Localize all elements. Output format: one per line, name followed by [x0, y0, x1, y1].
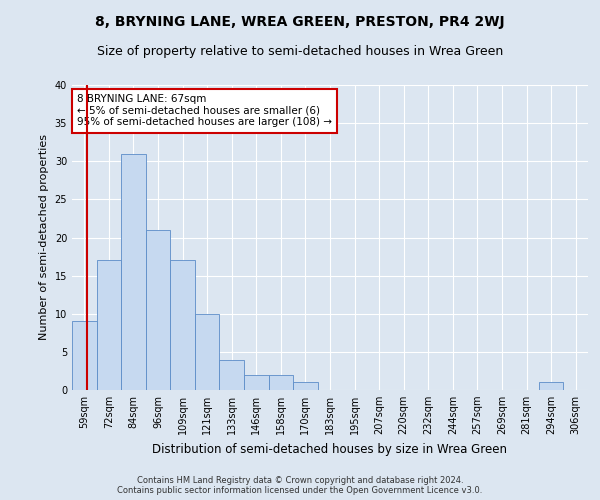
Bar — [220, 360, 244, 390]
Bar — [293, 382, 318, 390]
Bar — [146, 230, 170, 390]
X-axis label: Distribution of semi-detached houses by size in Wrea Green: Distribution of semi-detached houses by … — [152, 442, 508, 456]
Bar — [72, 322, 97, 390]
Text: Contains HM Land Registry data © Crown copyright and database right 2024.
Contai: Contains HM Land Registry data © Crown c… — [118, 476, 482, 495]
Bar — [539, 382, 563, 390]
Bar — [244, 375, 269, 390]
Bar — [121, 154, 146, 390]
Bar — [170, 260, 195, 390]
Y-axis label: Number of semi-detached properties: Number of semi-detached properties — [39, 134, 49, 340]
Text: 8, BRYNING LANE, WREA GREEN, PRESTON, PR4 2WJ: 8, BRYNING LANE, WREA GREEN, PRESTON, PR… — [95, 15, 505, 29]
Bar — [269, 375, 293, 390]
Text: 8 BRYNING LANE: 67sqm
← 5% of semi-detached houses are smaller (6)
95% of semi-d: 8 BRYNING LANE: 67sqm ← 5% of semi-detac… — [77, 94, 332, 128]
Bar — [97, 260, 121, 390]
Bar — [195, 314, 220, 390]
Text: Size of property relative to semi-detached houses in Wrea Green: Size of property relative to semi-detach… — [97, 45, 503, 58]
